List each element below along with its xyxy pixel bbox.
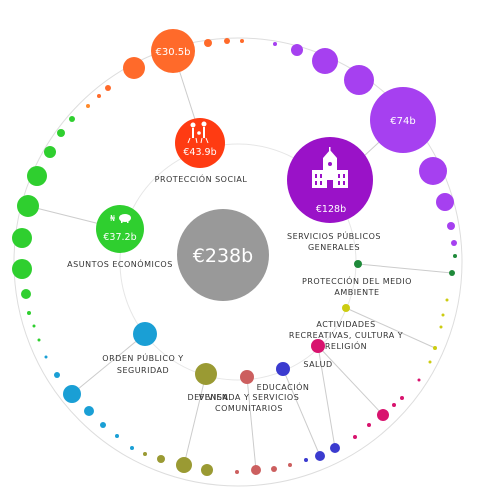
label-asuntos-economicos: ASUNTOS ECONÓMICOS	[67, 258, 173, 269]
label-medio-ambiente-line1: PROTECCIÓN DEL MEDIO	[302, 275, 412, 286]
svg-text:₦: ₦	[110, 214, 115, 223]
bubble-salud[interactable]	[311, 339, 325, 353]
label-medio-ambiente-line2: AMBIENTE	[334, 288, 379, 297]
bubble-defensa[interactable]	[195, 363, 217, 385]
label-proteccion-social: PROTECCIÓN SOCIAL	[155, 173, 248, 184]
bubble-educacion[interactable]	[276, 362, 290, 376]
label-servicios-publicos-line1: SERVICIOS PÚBLICOS	[287, 230, 381, 241]
label-salud: SALUD	[303, 360, 332, 369]
money-pig-icon: ₦	[110, 214, 131, 223]
label-defensa: DEFENSA	[187, 393, 228, 402]
label-orden-publico-line2: SEGURIDAD	[117, 366, 169, 375]
bubble-proteccion-social[interactable]	[175, 118, 225, 168]
outer-dots	[12, 38, 457, 476]
bubble-actividades[interactable]	[342, 304, 350, 312]
total-bubble[interactable]	[177, 209, 269, 301]
outer-bubble-proteccion-social[interactable]	[151, 29, 195, 73]
label-vivienda-line1: VIVIENDA Y SERVICIOS	[199, 393, 300, 402]
label-actividades-line2: RECREATIVAS, CULTURA Y	[289, 331, 403, 340]
outer-bubble-value: €30.5b	[156, 47, 191, 58]
label-servicios-publicos-line2: GENERALES	[308, 243, 360, 252]
bubble-orden-publico[interactable]	[133, 322, 157, 346]
label-actividades-line3: RELIGIÓN	[325, 340, 367, 351]
label-actividades-line1: ACTIVIDADES	[316, 320, 375, 329]
label-orden-publico-line1: ORDEN PÚBLICO Y	[102, 352, 183, 363]
label-vivienda-line2: COMUNITARIOS	[215, 404, 283, 413]
outer-bubble-servicios-publicos[interactable]	[370, 87, 436, 153]
outer-bubble-value: €74b	[390, 116, 415, 127]
bubble-medio-ambiente[interactable]	[354, 260, 362, 268]
bubble-value: €43.9b	[183, 147, 216, 158]
total-value: €238b	[193, 245, 253, 267]
bubble-value: €128b	[316, 204, 346, 215]
label-educacion: EDUCACIÓN	[257, 381, 310, 392]
bubble-vivienda[interactable]	[240, 370, 254, 384]
family-icon	[187, 121, 209, 144]
bubble-asuntos-economicos[interactable]	[96, 205, 144, 253]
outer-ring	[13, 37, 463, 487]
bubble-value: €37.2b	[103, 232, 136, 243]
